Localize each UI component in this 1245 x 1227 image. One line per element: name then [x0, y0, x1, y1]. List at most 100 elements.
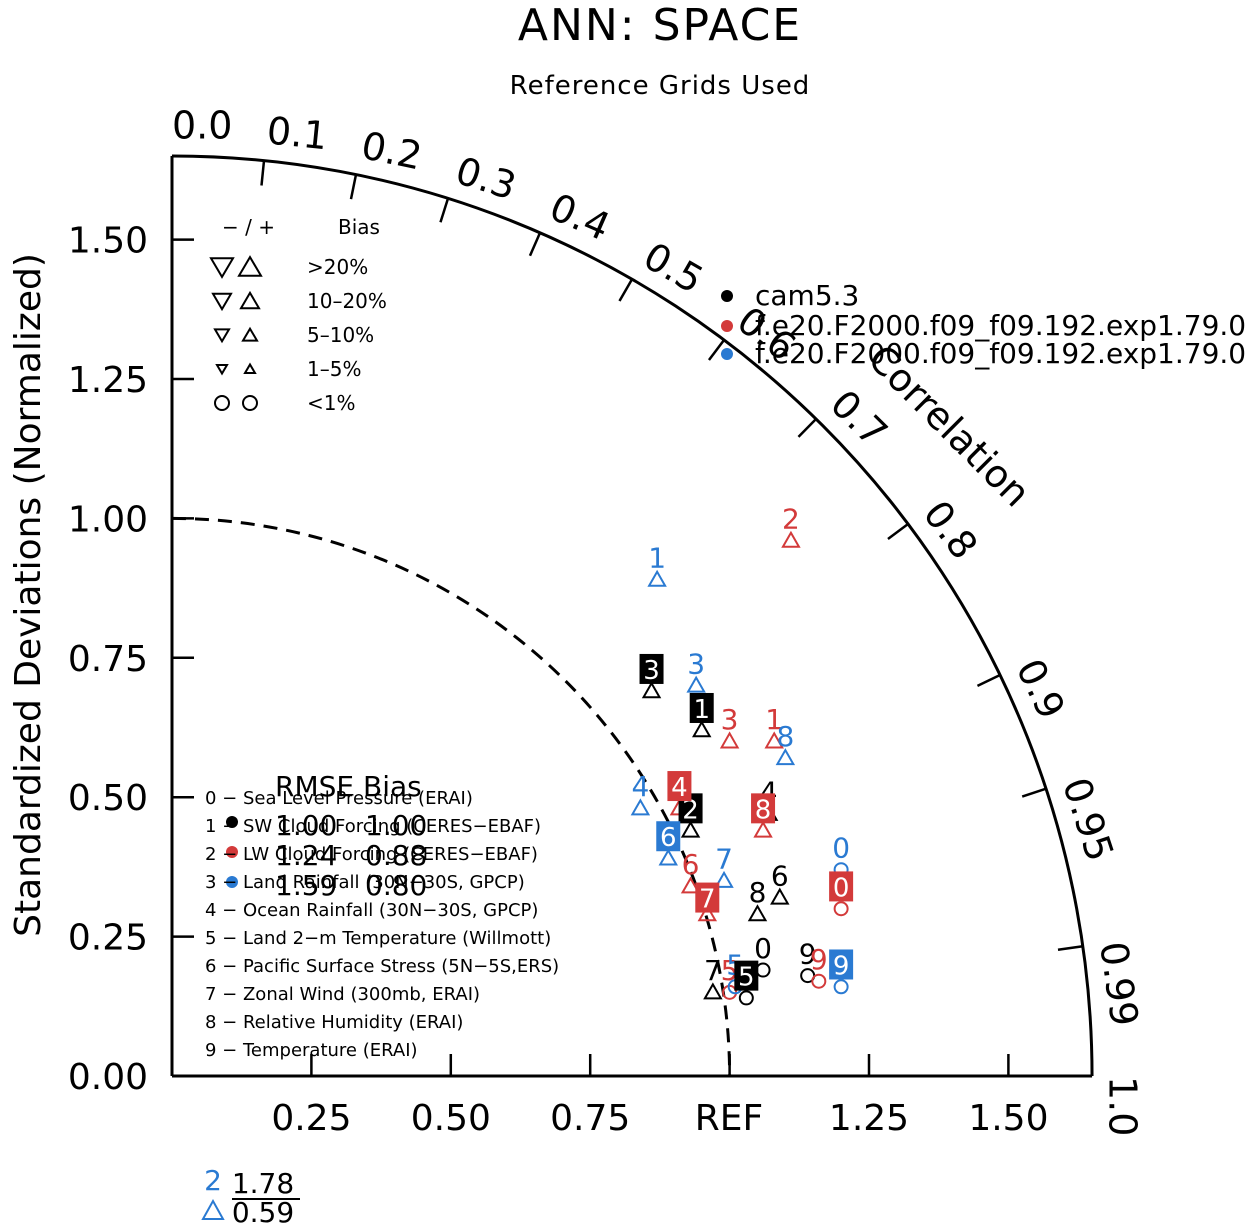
data-point-label: 3: [687, 647, 705, 680]
data-point-label: 4: [631, 770, 649, 803]
case-legend-label: f.e20.F2000.f09_f09.192.exp1.79.004: [755, 309, 1245, 342]
data-point-box: [695, 882, 720, 913]
data-point-box-label: 9: [833, 951, 850, 981]
data-point-box-label: 5: [738, 963, 755, 993]
data-point-triangle: [691, 720, 712, 738]
rmse-bias-dot: [226, 876, 238, 888]
correlation-tick-label: 0.3: [451, 148, 522, 208]
ref-label: REF: [695, 1098, 763, 1139]
data-point-circle: [738, 990, 754, 1006]
correlation-tick-mark: [1021, 787, 1047, 798]
data-point-triangle: [647, 569, 667, 587]
bias-key-sign-header: − / +: [222, 215, 275, 239]
bias-key-up-triangle: [241, 326, 259, 342]
data-point-box: [751, 793, 776, 824]
correlation-tick-label: 1.0: [1100, 1076, 1144, 1136]
data-point-triangle: [764, 731, 784, 749]
data-point-label: 6: [682, 848, 700, 881]
bias-key-down-triangle: [211, 292, 233, 312]
data-point-triangle: [641, 681, 662, 699]
rmse-value: 1.00: [275, 809, 337, 842]
rmse-bias-header: RMSE Bias: [275, 770, 422, 803]
x-tick-label: 0.50: [411, 1098, 491, 1139]
bias-key-down-triangle: [209, 257, 235, 279]
data-point-triangle: [770, 887, 790, 905]
data-point-triangle: [697, 904, 718, 922]
correlation-tick-mark: [887, 522, 909, 541]
variable-legend-item: 0 − Sea Level Pressure (ERAI): [205, 788, 473, 809]
data-point-triangle: [686, 675, 706, 693]
rmse-value: 1.24: [275, 839, 337, 872]
bias-key-label: >20%: [307, 255, 368, 279]
data-point-label: 1: [765, 703, 783, 736]
data-point-box: [656, 821, 681, 852]
case-legend-dot: [721, 348, 733, 360]
x-tick-label: 1.50: [968, 1098, 1048, 1139]
correlation-tick-mark: [439, 197, 450, 223]
case-legend-label: f.e20.F2000.f09_f09.192.exp1.79.001: [755, 337, 1245, 370]
offscale-rmse: 1.78: [232, 1167, 294, 1200]
variable-legend-item: 6 − Pacific Surface Stress (5N−5S,ERS): [205, 956, 559, 977]
data-point-box-label: 8: [755, 795, 772, 825]
data-point-box-label: 2: [682, 795, 699, 825]
data-point-triangle: [680, 820, 701, 838]
data-point-box: [667, 771, 692, 802]
data-point-label: 2: [782, 502, 800, 535]
data-point-label: 8: [749, 876, 767, 909]
data-point-triangle: [630, 798, 651, 816]
data-point-box-label: 0: [833, 873, 850, 903]
y-tick-label: 0.25: [68, 918, 148, 959]
bias-value: 0.88: [365, 839, 427, 872]
chart-subtitle: Reference Grids Used: [510, 71, 811, 101]
data-point-label: 0: [832, 831, 850, 864]
data-point-label: 5: [721, 954, 739, 987]
bias-key-down-triangle: [215, 364, 229, 376]
offscale-label: 2: [204, 1164, 222, 1197]
data-point-label: 0: [754, 932, 772, 965]
bias-key-header: Bias: [338, 215, 380, 239]
data-point-label: 8: [776, 720, 794, 753]
data-point-triangle: [714, 870, 734, 888]
y-tick-label: 1.25: [68, 360, 148, 401]
data-point-triangle: [703, 982, 723, 1000]
y-tick-label: 1.50: [68, 221, 148, 262]
data-point-box-label: 3: [643, 656, 660, 686]
correlation-tick-mark: [528, 232, 542, 257]
x-tick-label: 0.75: [550, 1098, 630, 1139]
bias-key-up-triangle: [239, 290, 261, 310]
correlation-tick-label: 0.2: [358, 123, 426, 178]
data-point-label: 6: [771, 859, 789, 892]
variable-legend-item: 2 − LW Cloud Forcing (CERES−EBAF): [205, 844, 538, 865]
data-point-box: [734, 960, 759, 991]
bias-key-label: 10–20%: [307, 289, 387, 313]
variable-legend-item: 4 − Ocean Rainfall (30N−30S, GPCP): [205, 900, 538, 921]
data-point-box: [829, 871, 854, 902]
data-point-triangle: [680, 876, 701, 894]
correlation-tick-mark: [707, 339, 726, 361]
bias-key-up-triangle: [237, 255, 263, 277]
data-point-box-label: 6: [660, 823, 677, 853]
correlation-tick-label: 0.7: [822, 382, 896, 456]
correlation-tick-mark: [976, 673, 1001, 688]
offscale-bias: 0.59: [232, 1196, 294, 1227]
bias-key-circle: [242, 395, 258, 411]
data-point-circle: [755, 962, 771, 978]
plot-area: 04678912356901345783125487069: [630, 502, 854, 1006]
bias-key-circle: [214, 395, 230, 411]
case-legend-dot: [721, 320, 733, 332]
correlation-tick-mark: [349, 174, 358, 200]
correlation-tick-label: 0.99: [1091, 939, 1146, 1029]
offscale-triangle: [201, 1198, 225, 1220]
y-tick-label: 0.50: [68, 778, 148, 819]
correlation-tick-mark: [797, 418, 817, 438]
data-point-circle: [833, 979, 849, 995]
bias-value: 0.80: [365, 869, 427, 902]
variable-legend-item: 9 − Temperature (ERAI): [205, 1040, 418, 1061]
data-point-box: [829, 949, 854, 980]
rmse-value: 1.59: [275, 869, 337, 902]
correlation-tick-label: 0.1: [265, 108, 330, 158]
correlation-tick-label: 0.0: [172, 104, 232, 148]
data-point-triangle: [747, 904, 768, 922]
bias-key-label: <1%: [307, 391, 356, 415]
data-point-triangle: [781, 530, 801, 548]
